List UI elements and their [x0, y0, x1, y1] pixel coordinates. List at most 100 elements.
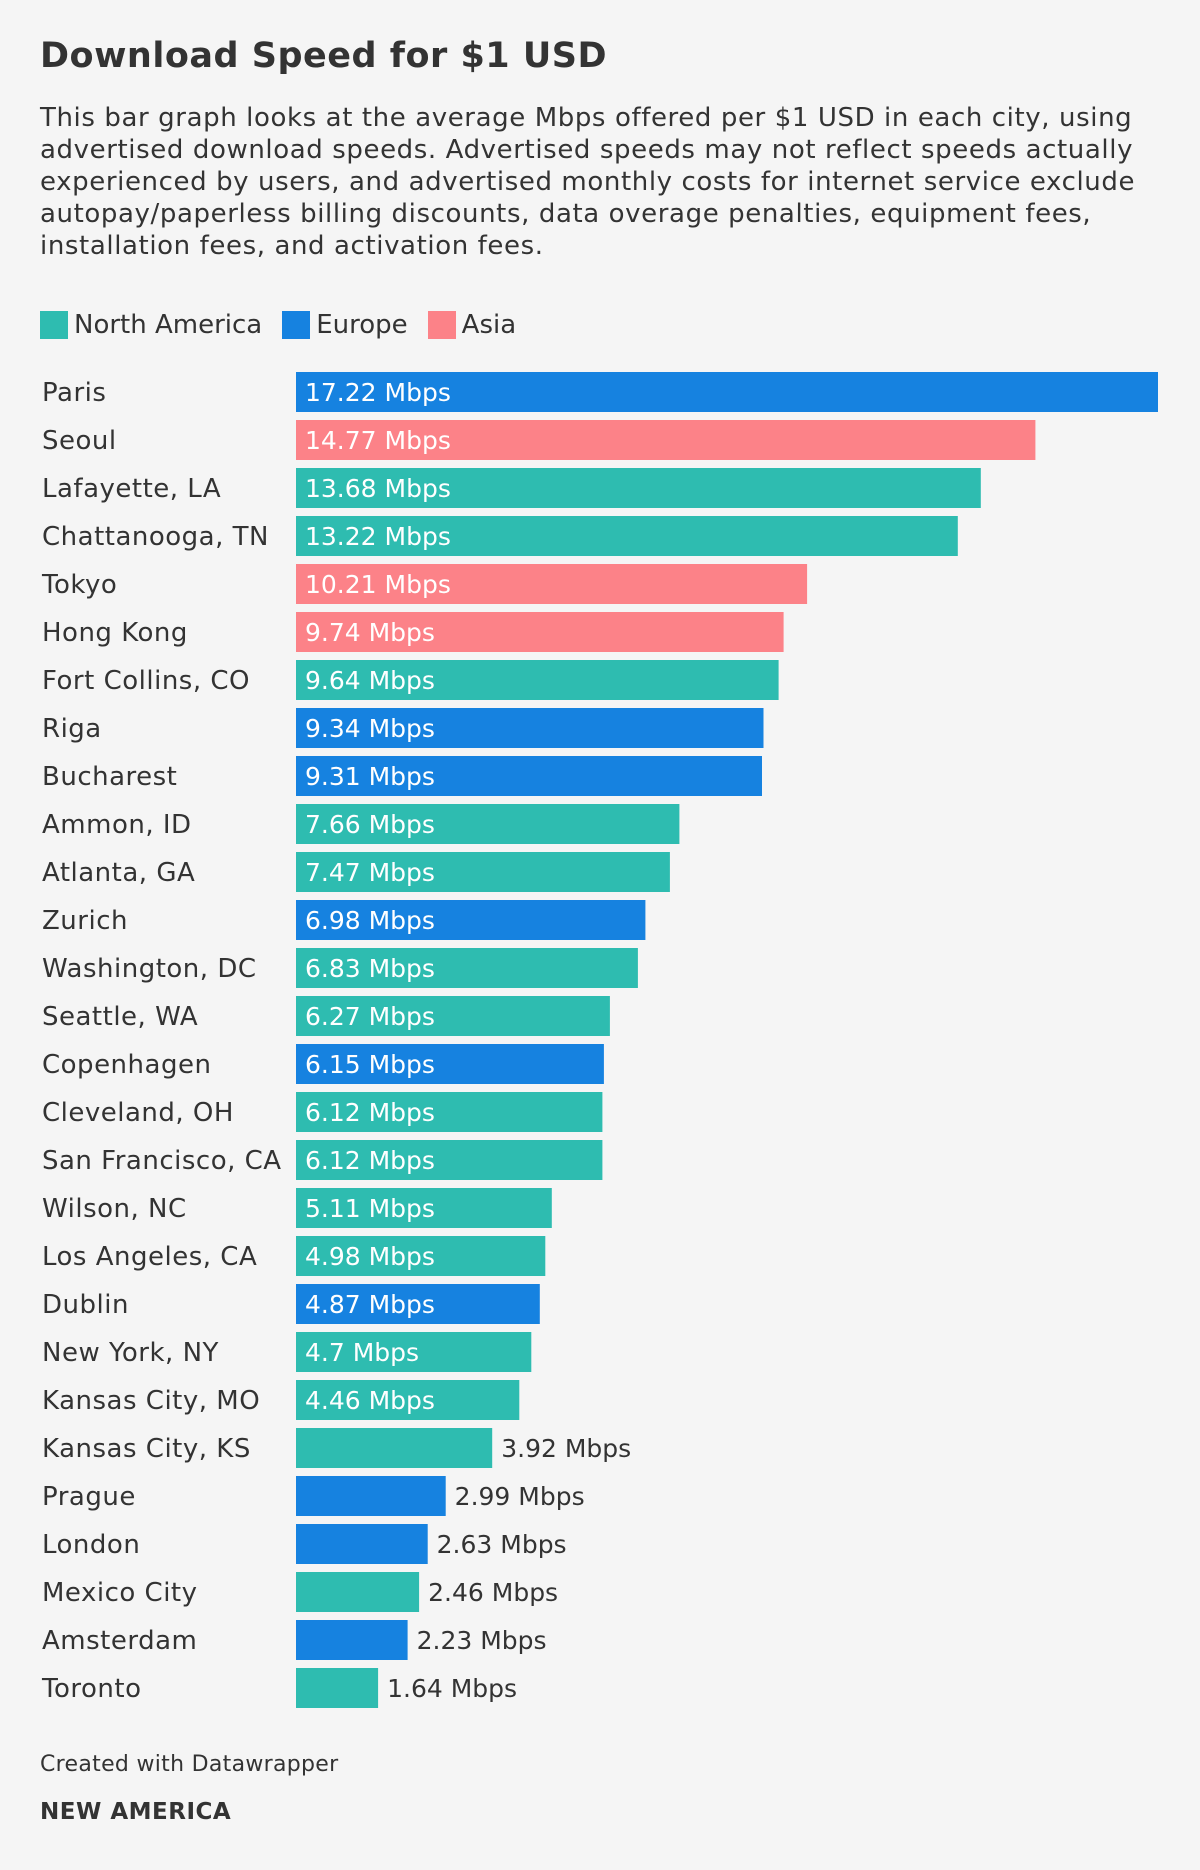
- category-label-kansas-city-mo: Kansas City, MO: [42, 1386, 260, 1416]
- bar-row-toronto: Toronto 1.64 Mbps: [41, 1668, 517, 1708]
- category-label-paris: Paris: [42, 378, 106, 408]
- value-label-london: 2.63 Mbps: [437, 1530, 567, 1559]
- bar-row-fort-collins-co: Fort Collins, CO 9.64 Mbps: [42, 660, 779, 700]
- bar-kansas-city-mo: [296, 1380, 520, 1420]
- value-label-dublin: 4.87 Mbps: [305, 1290, 435, 1319]
- value-label-ammon-id: 7.66 Mbps: [305, 810, 435, 839]
- bar-row-chattanooga-tn: Chattanooga, TN 13.22 Mbps: [42, 516, 958, 556]
- bar-toronto: [296, 1668, 379, 1708]
- bar-row-hong-kong: Hong Kong 9.74 Mbps: [42, 612, 784, 652]
- category-label-bucharest: Bucharest: [42, 762, 177, 792]
- value-label-fort-collins-co: 9.64 Mbps: [305, 666, 435, 695]
- bar-row-wilson-nc: Wilson, NC 5.11 Mbps: [42, 1188, 552, 1228]
- bar-paris: [296, 372, 1158, 412]
- legend-label-asia: Asia: [461, 310, 517, 340]
- bar-row-london: London 2.63 Mbps: [42, 1524, 567, 1564]
- category-label-fort-collins-co: Fort Collins, CO: [42, 666, 250, 696]
- bar-mexico-city: [296, 1572, 420, 1612]
- category-label-toronto: Toronto: [41, 1674, 141, 1704]
- bar-row-paris: Paris 17.22 Mbps: [42, 372, 1158, 412]
- value-label-new-york-ny: 4.7 Mbps: [305, 1338, 419, 1367]
- value-label-riga: 9.34 Mbps: [305, 714, 435, 743]
- category-label-zurich: Zurich: [42, 906, 128, 936]
- bar-washington-dc: [296, 948, 638, 988]
- bar-row-san-francisco-ca: San Francisco, CA 6.12 Mbps: [42, 1140, 603, 1180]
- category-label-kansas-city-ks: Kansas City, KS: [42, 1434, 251, 1464]
- value-label-tokyo: 10.21 Mbps: [305, 570, 451, 599]
- value-label-bucharest: 9.31 Mbps: [305, 762, 435, 791]
- category-label-san-francisco-ca: San Francisco, CA: [42, 1146, 282, 1176]
- value-label-hong-kong: 9.74 Mbps: [305, 618, 435, 647]
- value-label-los-angeles-ca: 4.98 Mbps: [305, 1242, 435, 1271]
- bar-row-mexico-city: Mexico City 2.46 Mbps: [42, 1572, 558, 1612]
- bar-row-prague: Prague 2.99 Mbps: [42, 1476, 585, 1516]
- legend-swatch-asia: [427, 311, 456, 339]
- legend-label-north-america: North America: [74, 310, 263, 340]
- bar-kansas-city-ks: [296, 1428, 493, 1468]
- value-label-toronto: 1.64 Mbps: [387, 1674, 517, 1703]
- category-label-tokyo: Tokyo: [41, 570, 117, 600]
- bar-los-angeles-ca: [296, 1236, 546, 1276]
- bar-bucharest: [296, 756, 762, 796]
- bar-row-ammon-id: Ammon, ID 7.66 Mbps: [42, 804, 680, 844]
- value-label-copenhagen: 6.15 Mbps: [305, 1050, 435, 1079]
- bar-san-francisco-ca: [296, 1140, 603, 1180]
- bar-wilson-nc: [296, 1188, 552, 1228]
- bar-fort-collins-co: [296, 660, 779, 700]
- legend-label-europe: Europe: [316, 310, 408, 340]
- value-label-cleveland-oh: 6.12 Mbps: [305, 1098, 435, 1127]
- value-label-chattanooga-tn: 13.22 Mbps: [305, 522, 451, 551]
- legend-item-asia: Asia: [427, 310, 517, 340]
- value-label-washington-dc: 6.83 Mbps: [305, 954, 435, 983]
- value-label-seattle-wa: 6.27 Mbps: [305, 1002, 435, 1031]
- category-label-chattanooga-tn: Chattanooga, TN: [42, 522, 269, 552]
- category-label-wilson-nc: Wilson, NC: [42, 1194, 187, 1224]
- value-label-seoul: 14.77 Mbps: [305, 426, 451, 455]
- category-label-copenhagen: Copenhagen: [42, 1050, 211, 1080]
- category-label-seattle-wa: Seattle, WA: [42, 1002, 198, 1032]
- bar-seoul: [296, 420, 1036, 460]
- category-label-london: London: [42, 1530, 140, 1560]
- category-label-amsterdam: Amsterdam: [42, 1626, 197, 1656]
- value-label-lafayette-la: 13.68 Mbps: [305, 474, 451, 503]
- category-label-washington-dc: Washington, DC: [42, 954, 257, 984]
- bar-row-kansas-city-ks: Kansas City, KS 3.92 Mbps: [42, 1428, 631, 1468]
- value-label-prague: 2.99 Mbps: [455, 1482, 585, 1511]
- bar-row-cleveland-oh: Cleveland, OH 6.12 Mbps: [42, 1092, 603, 1132]
- category-label-dublin: Dublin: [42, 1290, 129, 1320]
- value-label-paris: 17.22 Mbps: [305, 378, 451, 407]
- value-label-wilson-nc: 5.11 Mbps: [305, 1194, 435, 1223]
- legend-swatch-europe: [282, 311, 311, 339]
- value-label-san-francisco-ca: 6.12 Mbps: [305, 1146, 435, 1175]
- value-label-kansas-city-mo: 4.46 Mbps: [305, 1386, 435, 1415]
- bar-lafayette-la: [296, 468, 981, 508]
- legend-swatch-north-america: [40, 311, 68, 339]
- bar-row-new-york-ny: New York, NY 4.7 Mbps: [42, 1332, 532, 1372]
- bar-copenhagen: [296, 1044, 604, 1084]
- bar-row-seattle-wa: Seattle, WA 6.27 Mbps: [42, 996, 610, 1036]
- bar-new-york-ny: [296, 1332, 532, 1372]
- bar-dublin: [296, 1284, 540, 1324]
- category-label-new-york-ny: New York, NY: [42, 1338, 219, 1368]
- bar-row-lafayette-la: Lafayette, LA 13.68 Mbps: [42, 468, 981, 508]
- bar-row-atlanta-ga: Atlanta, GA 7.47 Mbps: [42, 852, 670, 892]
- bar-zurich: [296, 900, 646, 940]
- category-label-cleveland-oh: Cleveland, OH: [42, 1098, 234, 1128]
- category-label-riga: Riga: [42, 714, 102, 744]
- bar-tokyo: [296, 564, 808, 604]
- legend-item-north-america: North America: [40, 310, 262, 340]
- legend-item-europe: Europe: [282, 310, 408, 340]
- bar-atlanta-ga: [296, 852, 670, 892]
- bar-row-copenhagen: Copenhagen 6.15 Mbps: [42, 1044, 604, 1084]
- bar-row-dublin: Dublin 4.87 Mbps: [42, 1284, 540, 1324]
- category-label-ammon-id: Ammon, ID: [42, 810, 192, 840]
- bar-row-riga: Riga 9.34 Mbps: [42, 708, 764, 748]
- brand-name: NEW AMERICA: [40, 1799, 232, 1825]
- bar-row-tokyo: Tokyo 10.21 Mbps: [41, 564, 808, 604]
- bar-seattle-wa: [296, 996, 610, 1036]
- legend: North America Europe Asia: [40, 308, 536, 342]
- bar-prague: [296, 1476, 446, 1516]
- value-label-mexico-city: 2.46 Mbps: [428, 1578, 558, 1607]
- value-label-atlanta-ga: 7.47 Mbps: [305, 858, 435, 887]
